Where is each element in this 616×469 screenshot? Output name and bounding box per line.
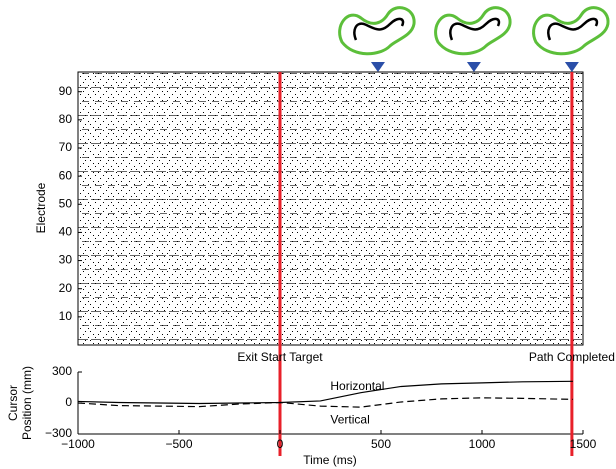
y-tick-label: 90	[59, 84, 73, 98]
series-line	[77, 380, 573, 405]
series-label: Vertical	[330, 412, 369, 426]
event-label: Exit Start Target	[237, 350, 323, 364]
event-label: Path Completed	[529, 350, 615, 364]
raster-frame	[77, 71, 584, 346]
y-tick-label: 40	[59, 225, 73, 239]
y-tick-label: 60	[59, 168, 73, 182]
icon-trace	[547, 17, 599, 41]
event-marker	[370, 62, 385, 72]
icon-outline	[532, 6, 610, 56]
series-line	[77, 397, 573, 408]
y-tick-label: 10	[59, 309, 73, 323]
x-axis-label: Time (ms)	[303, 453, 357, 467]
x-tick-label: 1000	[469, 437, 496, 451]
icon-outline	[338, 6, 416, 56]
y-tick-label: 300	[52, 364, 72, 378]
raster-texture	[78, 72, 583, 345]
y-tick-label: 0	[65, 395, 72, 409]
series-label: Horizontal	[330, 379, 384, 393]
x-tick-label: 500	[371, 437, 391, 451]
x-tick-label: 0	[277, 437, 284, 451]
x-tick-label: −500	[165, 437, 192, 451]
y-tick-label: 80	[59, 112, 73, 126]
path-icon	[532, 6, 610, 56]
y-axis-label: Cursor	[6, 385, 20, 421]
path-icon	[434, 6, 512, 56]
y-tick-label: 70	[59, 140, 73, 154]
y-axis-label: Position (mm)	[20, 366, 34, 440]
x-tick-label: −1000	[61, 437, 95, 451]
y-tick-label: −300	[45, 426, 72, 440]
y-tick-label: 20	[59, 281, 73, 295]
x-tick-label: 1500	[570, 437, 597, 451]
icon-trace	[353, 17, 405, 41]
event-marker	[466, 62, 481, 72]
icon-outline	[434, 6, 512, 56]
event-marker	[564, 62, 579, 72]
y-tick-label: 50	[59, 196, 73, 210]
y-axis-label: Electrode	[34, 182, 48, 233]
icon-trace	[449, 17, 501, 41]
path-icon	[338, 6, 416, 56]
y-tick-label: 30	[59, 253, 73, 267]
